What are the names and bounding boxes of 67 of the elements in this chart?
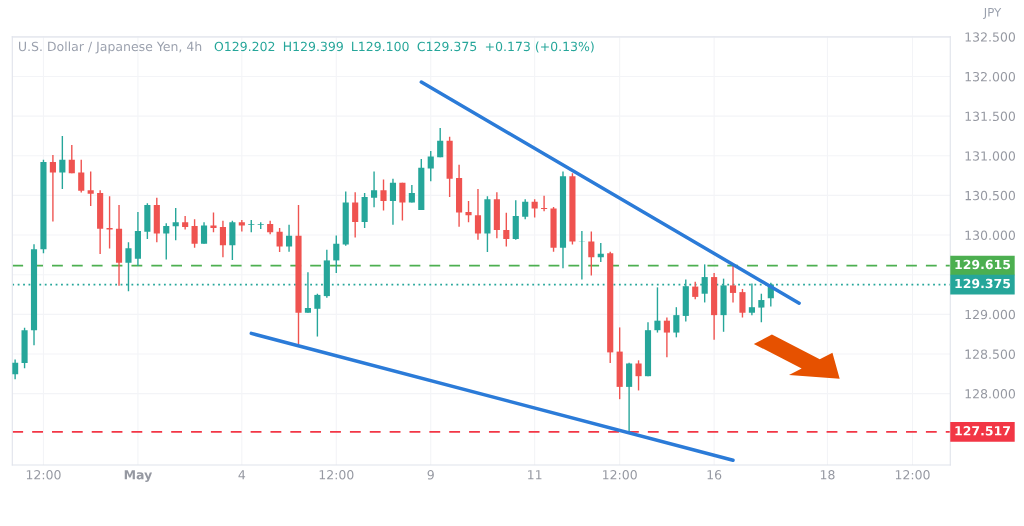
candlestick (191, 218, 198, 249)
candlestick (673, 306, 680, 339)
candlestick (578, 230, 585, 281)
candlestick (389, 178, 397, 226)
candlestick (352, 191, 359, 239)
annotation: H129.399 (283, 41, 343, 52)
text: JPY (983, 7, 1002, 19)
y-tick-label: 130.000 (965, 230, 1016, 240)
candlestick (68, 144, 75, 174)
candlestick (229, 220, 236, 261)
x-tick-label: 18 (820, 470, 835, 480)
candlestick (729, 265, 737, 304)
x-tick-label: 12:00 (603, 470, 637, 480)
candlestick (626, 362, 633, 433)
y-tick-label: 132.000 (965, 71, 1016, 82)
candlestick (663, 316, 670, 358)
candlestick (503, 212, 510, 248)
candlestick (210, 211, 217, 233)
candlestick (49, 154, 56, 223)
x-tick-label: May (124, 470, 153, 482)
y-tick-label: 132.500 (965, 32, 1016, 42)
candlestick (87, 170, 94, 207)
candlestick (333, 234, 340, 274)
y-tick-label: 128.000 (965, 389, 1016, 399)
y-tick-label: 131.000 (965, 151, 1016, 161)
ref-line-label: 129.375 (955, 278, 1011, 289)
candlestick (512, 199, 519, 241)
candlestick (276, 227, 283, 253)
y-tick-label: 129.000 (965, 309, 1016, 320)
candlestick (380, 178, 387, 212)
candlestick (371, 170, 378, 208)
annotation: O129.202 (214, 41, 275, 52)
x-tick-label: 16 (707, 470, 722, 480)
x-tick-label: 4 (238, 470, 246, 480)
candlestick (78, 159, 85, 194)
annotation: C129.375 (417, 41, 477, 52)
y-tick-label: 131.500 (965, 111, 1016, 122)
candlestick (465, 200, 472, 224)
y-tick-label: 128.500 (965, 349, 1016, 359)
candlestick (399, 182, 406, 222)
ref-line-label: 129.615 (955, 259, 1011, 270)
candlestick (219, 220, 226, 258)
ref-line-label: 127.517 (955, 426, 1010, 436)
candlestick (427, 150, 434, 182)
chart-title: U.S. Dollar / Japanese Yen, 4h (19, 41, 202, 54)
x-tick-label: 12:00 (319, 470, 354, 480)
annotation: L129.100 (352, 41, 409, 52)
candlestick (314, 293, 321, 338)
candlestick (635, 359, 642, 392)
candlestick (200, 221, 208, 245)
candlestick (758, 293, 765, 323)
x-tick-label: 11 (528, 470, 542, 480)
candlestick (172, 207, 179, 241)
candlestick (541, 195, 548, 212)
candlestick (437, 127, 444, 159)
candlestick (59, 135, 66, 190)
y-tick-label: 130.500 (965, 190, 1016, 201)
annotation: +0.173 (+0.13%) (485, 41, 594, 53)
candlestick (163, 222, 170, 261)
x-tick-label: 12:00 (26, 470, 61, 480)
candlestick (739, 288, 746, 319)
candlestick (588, 230, 595, 277)
candlestick (522, 198, 529, 220)
x-tick-label: 12:00 (895, 470, 930, 480)
x-tick-label: 9 (427, 470, 434, 480)
candlestick (474, 188, 482, 241)
candlestick (285, 224, 293, 253)
